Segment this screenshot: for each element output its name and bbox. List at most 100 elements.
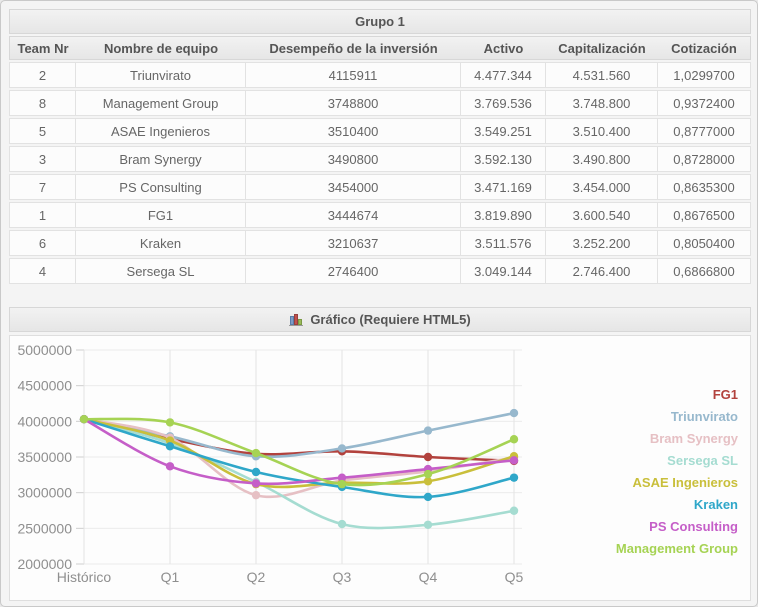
y-axis-tick-label: 3500000 bbox=[17, 449, 72, 465]
data-point bbox=[509, 408, 519, 418]
table-row: 7 PS Consulting 3454000 3.471.169 3.454.000 0… bbox=[9, 174, 751, 200]
data-point bbox=[423, 452, 433, 462]
table-cell: 3.600.540 bbox=[546, 202, 658, 228]
x-axis-tick-label: Q4 bbox=[419, 569, 438, 585]
x-axis-tick-label: Q3 bbox=[333, 569, 352, 585]
data-point bbox=[337, 444, 347, 453]
legend-item: PS Consulting bbox=[649, 519, 738, 534]
legend-item: FG1 bbox=[712, 387, 738, 402]
y-axis-tick-label: 5000000 bbox=[17, 342, 72, 358]
series-line bbox=[82, 417, 516, 486]
x-axis-tick-label: Histórico bbox=[57, 569, 112, 585]
series-line bbox=[82, 417, 516, 499]
data-point bbox=[251, 448, 261, 458]
x-axis-tick-label: Q2 bbox=[247, 569, 266, 585]
y-axis-tick-label: 2000000 bbox=[17, 556, 72, 572]
legend-item: Sersega SL bbox=[667, 453, 738, 468]
table-cell: 7 bbox=[9, 174, 76, 200]
legend-item: Bram Synergy bbox=[649, 431, 738, 446]
table-cell: ASAE Ingenieros bbox=[76, 118, 246, 144]
table-cell: 3.748.800 bbox=[546, 90, 658, 116]
table-cell: 8 bbox=[9, 90, 76, 116]
table-cell: Management Group bbox=[76, 90, 246, 116]
table-cell: 3444674 bbox=[246, 202, 461, 228]
table-cell: Triunvirato bbox=[76, 62, 246, 88]
table-cell: 3.549.251 bbox=[461, 118, 546, 144]
data-point bbox=[251, 479, 261, 488]
table-cell: 3.471.169 bbox=[461, 174, 546, 200]
table-cell: 3.511.576 bbox=[461, 230, 546, 256]
legend-item: ASAE Ingenieros bbox=[632, 475, 738, 490]
data-point bbox=[251, 467, 261, 477]
data-point bbox=[509, 506, 519, 515]
table-cell: FG1 bbox=[76, 202, 246, 228]
table-cell: 6 bbox=[9, 230, 76, 256]
table-row: 2 Triunvirato 4115911 4.477.344 4.531.560 1,0… bbox=[9, 62, 751, 88]
data-point bbox=[509, 473, 519, 482]
data-point bbox=[423, 520, 433, 529]
column-header: Team Nr bbox=[9, 36, 76, 60]
data-point bbox=[423, 469, 433, 479]
table-cell: 3748800 bbox=[246, 90, 461, 116]
table-cell: 2.746.400 bbox=[546, 258, 658, 284]
table-cell: 3.252.200 bbox=[546, 230, 658, 256]
table-row: 8 Management Group 3748800 3.769.536 3.748.8… bbox=[9, 90, 751, 116]
y-axis-tick-label: 3000000 bbox=[17, 485, 72, 501]
data-point bbox=[165, 418, 175, 427]
table-cell: Kraken bbox=[76, 230, 246, 256]
column-header: Desempeño de la inversión bbox=[246, 36, 461, 60]
table-cell: 3 bbox=[9, 146, 76, 172]
data-point bbox=[165, 462, 175, 471]
legend-item: Kraken bbox=[693, 497, 738, 512]
table-row: 1 FG1 3444674 3.819.890 3.600.540 0,8676500 bbox=[9, 202, 751, 228]
x-axis-tick-label: Q5 bbox=[505, 569, 524, 585]
chart-section-title: Gráfico (Requiere HTML5) bbox=[310, 312, 471, 327]
table-cell: 3.592.130 bbox=[461, 146, 546, 172]
group-title-bar: Grupo 1 bbox=[9, 9, 751, 34]
group-title: Grupo 1 bbox=[355, 14, 405, 29]
table-row: 3 Bram Synergy 3490800 3.592.130 3.490.800 0,… bbox=[9, 146, 751, 172]
table-cell: Bram Synergy bbox=[76, 146, 246, 172]
table-cell: 3.510.400 bbox=[546, 118, 658, 144]
table-cell: 0,8050400 bbox=[658, 230, 751, 256]
legend-item: Management Group bbox=[615, 541, 738, 556]
table-cell: PS Consulting bbox=[76, 174, 246, 200]
y-axis-tick-label: 4000000 bbox=[17, 413, 72, 429]
chart-legend: FG1 Triunvirato Bram Synergy Sersega SL ASAE… bbox=[616, 384, 738, 560]
y-axis-tick-label: 2500000 bbox=[17, 520, 72, 536]
series-line bbox=[82, 417, 516, 530]
series-line bbox=[82, 417, 516, 499]
data-point bbox=[337, 479, 347, 489]
data-point bbox=[165, 442, 175, 451]
table-cell: 4.477.344 bbox=[461, 62, 546, 88]
table-cell: 0,9372400 bbox=[658, 90, 751, 116]
table-cell: 1,0299700 bbox=[658, 62, 751, 88]
table-cell: 0,8676500 bbox=[658, 202, 751, 228]
table-cell: 3.454.000 bbox=[546, 174, 658, 200]
column-header: Nombre de equipo bbox=[76, 36, 246, 60]
table-cell: 0,8635300 bbox=[658, 174, 751, 200]
data-point bbox=[423, 492, 433, 502]
table-cell: 0,8777000 bbox=[658, 118, 751, 144]
x-axis-tick-label: Q1 bbox=[161, 569, 180, 585]
table-cell: 2746400 bbox=[246, 258, 461, 284]
data-point bbox=[79, 414, 89, 424]
table-row: 6 Kraken 3210637 3.511.576 3.252.200 0,805040… bbox=[9, 230, 751, 256]
table-cell: 3.049.144 bbox=[461, 258, 546, 284]
series-line bbox=[82, 417, 516, 489]
team-table: Team Nr Nombre de equipo Desempeño de la i… bbox=[9, 34, 751, 286]
table-cell: 3.490.800 bbox=[546, 146, 658, 172]
table-cell: 3454000 bbox=[246, 174, 461, 200]
data-point bbox=[251, 490, 261, 500]
table-cell: 4.531.560 bbox=[546, 62, 658, 88]
table-row: 5 ASAE Ingenieros 3510400 3.549.251 3.510.40… bbox=[9, 118, 751, 144]
table-cell: 5 bbox=[9, 118, 76, 144]
table-cell: Sersega SL bbox=[76, 258, 246, 284]
column-header: Cotización bbox=[658, 36, 751, 60]
table-cell: 0,6866800 bbox=[658, 258, 751, 284]
data-point bbox=[337, 473, 347, 482]
line-chart: 2000000 2500000 3000000 3500000 4000000 45000… bbox=[17, 342, 524, 585]
table-cell: 3510400 bbox=[246, 118, 461, 144]
y-axis-tick-label: 4500000 bbox=[17, 378, 72, 394]
